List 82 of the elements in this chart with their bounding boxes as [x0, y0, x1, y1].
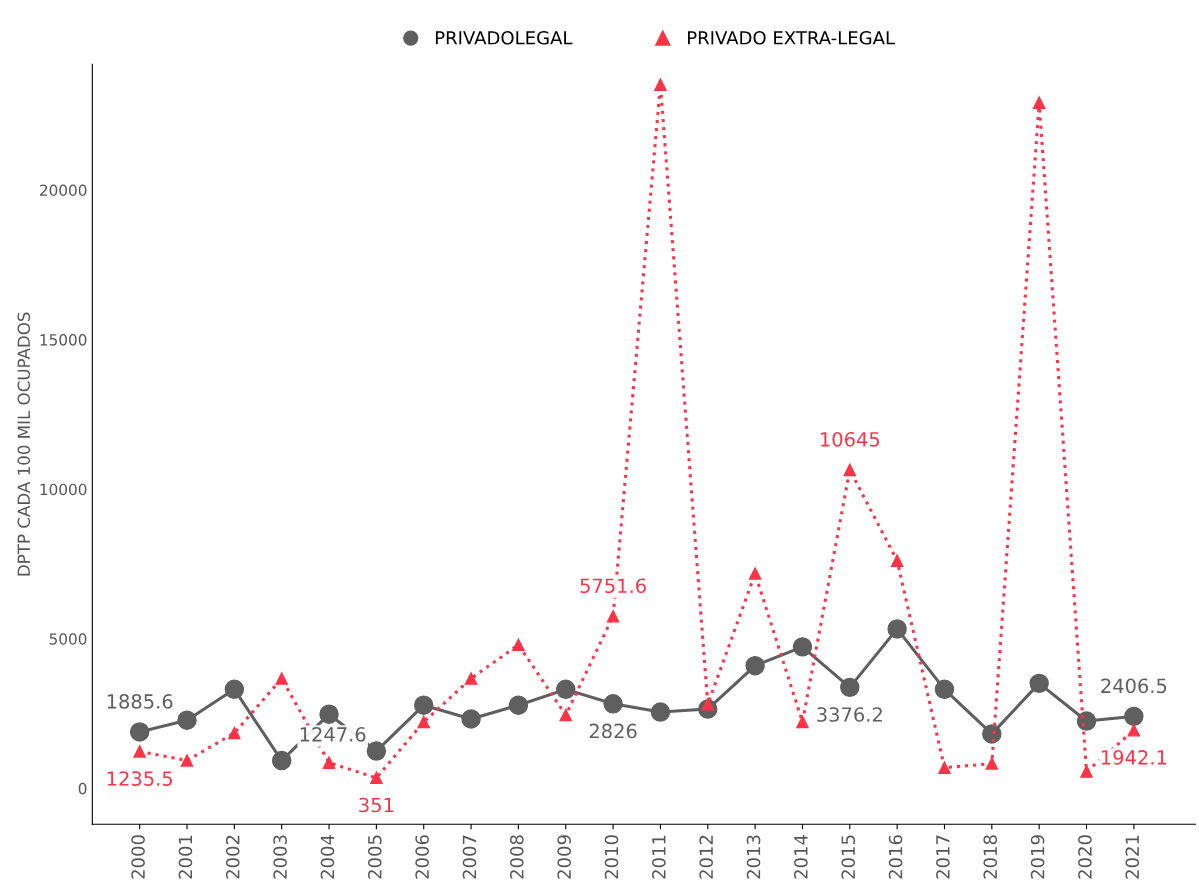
point: [1127, 724, 1141, 737]
data-label: 1235.5: [107, 771, 172, 786]
y-axis-title: DPTP CADA 100 MIL OCUPADOS: [17, 312, 31, 576]
x-tick-label: 2013: [746, 835, 761, 879]
x-tick-label: 2019: [1030, 835, 1045, 879]
y-tick-label: 10000: [40, 483, 87, 496]
point: [606, 610, 620, 623]
x-tick-label: 2015: [841, 835, 856, 879]
x-tick-label: 2005: [367, 835, 382, 879]
point: [319, 704, 339, 724]
point: [180, 754, 194, 767]
point: [322, 756, 336, 769]
point: [934, 679, 955, 700]
x-tick-label: 2017: [936, 835, 950, 879]
point: [887, 619, 907, 639]
x-tick-label: 2008: [509, 835, 524, 879]
x-tick-label: 2018: [983, 835, 998, 879]
point: [556, 679, 576, 700]
point: [177, 710, 197, 730]
x-tick-label: 2003: [273, 835, 287, 879]
data-label: 3376.2: [817, 707, 882, 722]
x-tick-label: 2000: [131, 835, 145, 879]
point: [938, 761, 951, 774]
x-tick-label: 2012: [699, 835, 714, 879]
x-tick-label: 2016: [888, 835, 903, 879]
legend-label: PRIVADOLEGAL: [435, 30, 573, 45]
data-label: 1247.6: [300, 727, 366, 742]
point: [370, 771, 383, 785]
legend-label: PRIVADO EXTRA-LEGAL: [688, 30, 895, 45]
point: [512, 638, 525, 652]
point: [654, 78, 667, 91]
point: [1029, 673, 1049, 694]
point: [461, 709, 481, 729]
point: [792, 637, 813, 657]
point: [417, 715, 430, 729]
point: [890, 554, 904, 567]
x-tick-label: 2009: [557, 835, 571, 879]
point: [1124, 706, 1144, 727]
data-label: 5751.6: [580, 578, 646, 594]
y-tick-label: 15000: [40, 334, 87, 346]
y-tick-label: 20000: [39, 184, 87, 197]
point: [271, 750, 292, 771]
x-tick-label: 2002: [225, 835, 240, 879]
point: [464, 672, 478, 685]
point: [275, 672, 288, 685]
point: [843, 463, 857, 477]
data-label: 1942.1: [1101, 750, 1167, 765]
point: [129, 722, 150, 742]
point: [748, 567, 762, 580]
x-tick-label: 2011: [652, 835, 666, 879]
data-label: 2406.5: [1101, 678, 1167, 694]
x-tick-label: 2004: [320, 835, 335, 879]
x-tick-label: 2014: [794, 835, 808, 879]
point: [603, 694, 623, 714]
point: [224, 679, 245, 700]
point: [985, 757, 999, 770]
x-tick-label: 2006: [415, 835, 429, 879]
point: [133, 745, 146, 758]
x-tick-label: 2020: [1078, 835, 1092, 879]
point: [366, 741, 387, 761]
point: [413, 695, 434, 715]
data-label: 10645: [821, 431, 880, 447]
y-tick-label: 0: [78, 782, 87, 795]
point: [228, 726, 241, 740]
point: [508, 695, 529, 715]
x-tick-label: 2021: [1125, 835, 1140, 879]
x-tick-label: 2010: [604, 835, 619, 879]
x-tick-label: 2007: [462, 835, 477, 879]
point: [840, 677, 860, 698]
data-label: 351: [359, 797, 394, 813]
point: [982, 724, 1002, 744]
x-tick-label: 2001: [178, 835, 193, 879]
data-label: 2826: [589, 723, 637, 739]
point: [796, 715, 809, 729]
point: [1032, 96, 1046, 109]
point: [1076, 711, 1097, 731]
data-label: 1885.6: [107, 694, 173, 709]
point: [650, 702, 671, 722]
point: [745, 655, 765, 676]
y-tick-label: 5000: [49, 633, 87, 645]
point: [559, 708, 572, 722]
point: [1080, 765, 1093, 778]
